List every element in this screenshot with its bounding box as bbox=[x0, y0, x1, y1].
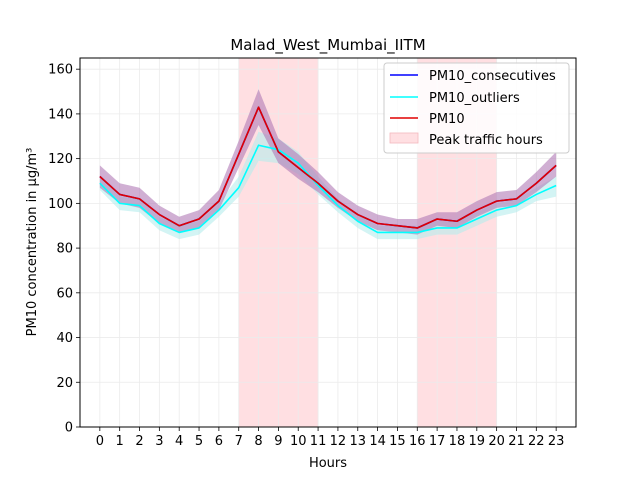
y-tick-label-0: 0 bbox=[65, 421, 73, 436]
x-tick-label-13: 13 bbox=[349, 434, 366, 449]
x-tick-label-20: 20 bbox=[488, 434, 505, 449]
x-axis-label: Hours bbox=[309, 456, 347, 471]
x-tick-label-16: 16 bbox=[409, 434, 426, 449]
x-tick-label-1: 1 bbox=[116, 434, 124, 449]
legend-frame bbox=[383, 62, 570, 154]
x-tick-label-10: 10 bbox=[290, 434, 307, 449]
x-tick-label-4: 4 bbox=[175, 434, 183, 449]
x-tick-label-6: 6 bbox=[215, 434, 223, 449]
legend-label-pm10-outliers: PM10_outliers bbox=[429, 91, 520, 106]
x-tick-label-9: 9 bbox=[274, 434, 282, 449]
series-lines bbox=[99, 106, 557, 234]
legend-label-pm10: PM10 bbox=[429, 112, 465, 127]
x-axis-ticks: 0 1 2 3 4 5 6 7 8 9 10 11 12 13 14 15 16 17 18 19 20 21 22 23 bbox=[96, 427, 565, 449]
y-tick-label-40: 40 bbox=[56, 331, 73, 346]
x-tick-label-17: 17 bbox=[429, 434, 446, 449]
y-tick-label-140: 140 bbox=[48, 107, 73, 122]
y-axis-label: PM10 concentration in µg/m³ bbox=[25, 148, 40, 337]
y-tick-label-60: 60 bbox=[56, 286, 73, 301]
x-tick-label-8: 8 bbox=[254, 434, 262, 449]
x-tick-label-2: 2 bbox=[135, 434, 143, 449]
band-pm10 bbox=[99, 89, 557, 235]
y-tick-label-160: 160 bbox=[48, 63, 73, 78]
x-tick-label-7: 7 bbox=[235, 434, 243, 449]
x-tick-label-11: 11 bbox=[310, 434, 327, 449]
confidence-bands bbox=[99, 89, 557, 240]
y-tick-label-100: 100 bbox=[48, 197, 73, 212]
x-tick-label-19: 19 bbox=[469, 434, 486, 449]
x-tick-label-14: 14 bbox=[369, 434, 386, 449]
x-tick-label-22: 22 bbox=[528, 434, 545, 449]
legend-label-pm10-consecutives: PM10_consecutives bbox=[429, 69, 556, 84]
x-tick-label-0: 0 bbox=[96, 434, 104, 449]
x-tick-label-5: 5 bbox=[195, 434, 203, 449]
legend-label-peak-traffic: Peak traffic hours bbox=[429, 133, 543, 148]
legend-swatch-peak-traffic bbox=[389, 132, 419, 144]
x-tick-label-12: 12 bbox=[330, 434, 347, 449]
x-tick-label-21: 21 bbox=[508, 434, 525, 449]
y-axis-ticks: 0 20 40 60 80 100 120 140 160 bbox=[48, 63, 80, 436]
x-tick-label-15: 15 bbox=[389, 434, 406, 449]
y-tick-label-20: 20 bbox=[56, 376, 73, 391]
y-tick-label-120: 120 bbox=[48, 152, 73, 167]
x-tick-label-18: 18 bbox=[449, 434, 466, 449]
legend: PM10_consecutives PM10_outliers PM10 Pea… bbox=[383, 62, 570, 154]
chart-title: Malad_West_Mumbai_IITM bbox=[230, 36, 425, 55]
x-tick-label-3: 3 bbox=[155, 434, 163, 449]
series-line-pm10 bbox=[99, 106, 557, 229]
plot-frame bbox=[79, 57, 577, 428]
series-line-pm10-outliers bbox=[99, 144, 557, 234]
y-tick-label-80: 80 bbox=[56, 242, 73, 257]
x-tick-label-23: 23 bbox=[548, 434, 565, 449]
